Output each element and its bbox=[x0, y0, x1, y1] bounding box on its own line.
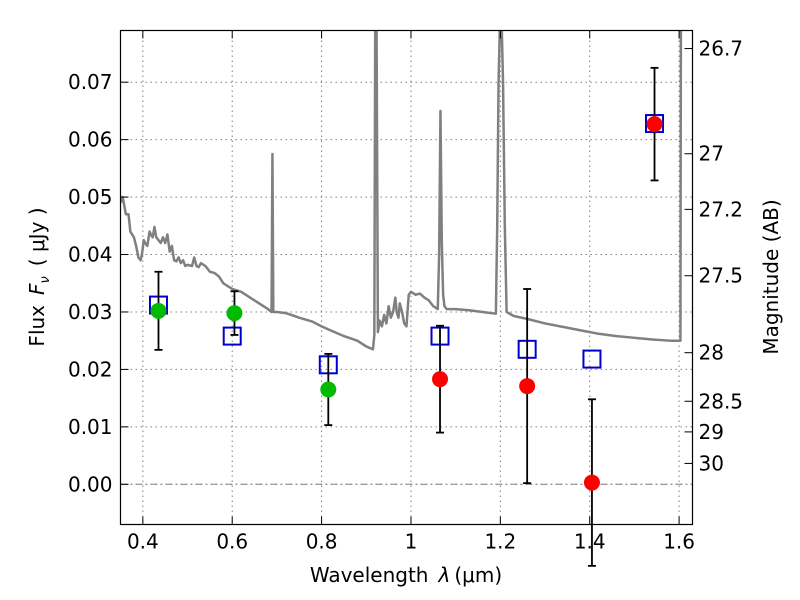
y-tick-label: 0.03 bbox=[68, 300, 113, 324]
observed-flux-point bbox=[226, 305, 243, 322]
x-tick-label: 0.6 bbox=[216, 530, 248, 554]
y2-tick-label: 27.2 bbox=[699, 197, 744, 221]
x-tick-label: 0.4 bbox=[127, 530, 159, 554]
y-tick-label: 0.06 bbox=[68, 128, 113, 152]
y-tick-label: 0.01 bbox=[68, 415, 113, 439]
x-tick-label: 1 bbox=[405, 530, 418, 554]
ticks: 0.4 0.6 0.8 1 1.2 1.4 1.6 0.00 0.01 0.02 0.03 0.04 0… bbox=[68, 30, 744, 554]
x-tick-label: 1.2 bbox=[484, 530, 516, 554]
observed-flux-point bbox=[583, 474, 600, 491]
y2-tick-label: 29 bbox=[699, 420, 724, 444]
model-photometry-square bbox=[582, 349, 602, 369]
y2-tick-label: 30 bbox=[699, 451, 724, 475]
y-axis-title: FluxFν( μJy ) bbox=[25, 207, 53, 346]
observed-flux-point bbox=[150, 302, 167, 319]
y-tick-label: 0.07 bbox=[68, 70, 113, 94]
y2-tick-label: 28 bbox=[699, 341, 724, 365]
x-tick-label: 1.4 bbox=[574, 530, 606, 554]
x-tick-label: 0.8 bbox=[306, 530, 338, 554]
axes-frame bbox=[119, 29, 694, 526]
y-tick-label: 0.05 bbox=[68, 185, 113, 209]
y2-tick-label: 28.5 bbox=[699, 389, 744, 413]
observed-flux-point bbox=[519, 378, 536, 395]
plot-area bbox=[120, 30, 693, 567]
y2-tick-label: 27 bbox=[699, 142, 724, 166]
x-axis-title: Wavelength λ (μm) bbox=[310, 563, 502, 587]
model-photometry-square bbox=[222, 326, 242, 346]
x-tick-label: 1.6 bbox=[663, 530, 695, 554]
y2-axis-title: Magnitude (AB) bbox=[759, 199, 783, 354]
y2-tick-label: 27.5 bbox=[699, 264, 744, 288]
observed-flux-point bbox=[432, 371, 449, 388]
y-tick-label: 0.02 bbox=[68, 357, 113, 381]
y-tick-label: 0.04 bbox=[68, 243, 113, 267]
model-spectrum-line bbox=[120, 30, 683, 351]
y2-tick-label: 26.7 bbox=[699, 37, 744, 61]
observed-flux-point bbox=[646, 116, 663, 133]
observed-flux-point bbox=[320, 381, 337, 398]
y-tick-label: 0.00 bbox=[68, 472, 113, 496]
